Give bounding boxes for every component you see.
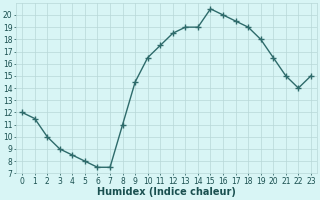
X-axis label: Humidex (Indice chaleur): Humidex (Indice chaleur) — [97, 187, 236, 197]
